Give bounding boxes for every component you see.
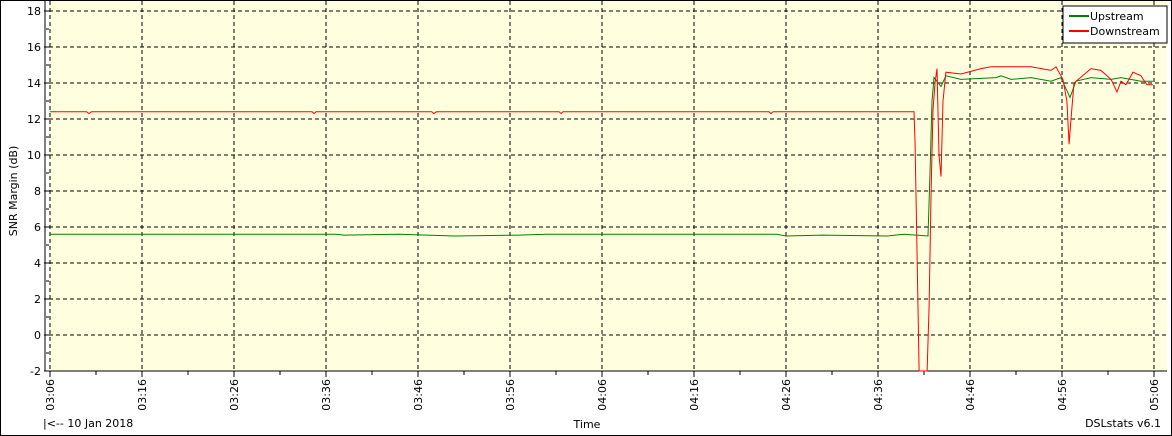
y-tick-label: 8 [34,185,41,198]
x-axis-label: Time [573,418,601,431]
app-version-label: DSLstats v6.1 [1085,417,1161,430]
x-tick-label: 03:36 [320,379,333,411]
y-tick-label: 14 [27,77,41,90]
date-nav-link[interactable]: |<-- 10 Jan 2018 [43,417,134,430]
y-tick-label: -2 [30,365,41,378]
x-tick-label: 04:06 [596,379,609,411]
x-tick-label: 04:26 [780,379,793,411]
x-tick-label: 03:46 [412,379,425,411]
y-tick-label: 4 [34,257,41,270]
x-tick-label: 04:46 [964,379,977,411]
x-tick-label: 03:56 [504,379,517,411]
x-tick-label: 04:16 [688,379,701,411]
y-axis-label: SNR Margin (dB) [7,146,20,237]
x-tick-label: 05:06 [1148,379,1161,411]
y-tick-label: 16 [27,41,41,54]
y-tick-label: 10 [27,149,41,162]
y-tick-label: 2 [34,293,41,306]
legend-box [1062,5,1168,44]
series-line-downstream [50,66,1153,372]
y-tick-label: 0 [34,329,41,342]
y-tick-label: 18 [27,5,41,18]
x-tick-label: 03:26 [228,379,241,411]
x-tick-label: 04:36 [872,379,885,411]
y-tick-label: 6 [34,221,41,234]
x-tick-label: 03:16 [136,379,149,411]
x-tick-label: 03:06 [44,379,57,411]
plot-area [49,1,1167,371]
x-tick-label: 04:56 [1056,379,1069,411]
legend-label-upstream: Upstream [1090,10,1144,23]
legend: Upstream Downstream [1062,5,1168,44]
y-tick-label: 12 [27,113,41,126]
legend-label-downstream: Downstream [1090,25,1160,38]
